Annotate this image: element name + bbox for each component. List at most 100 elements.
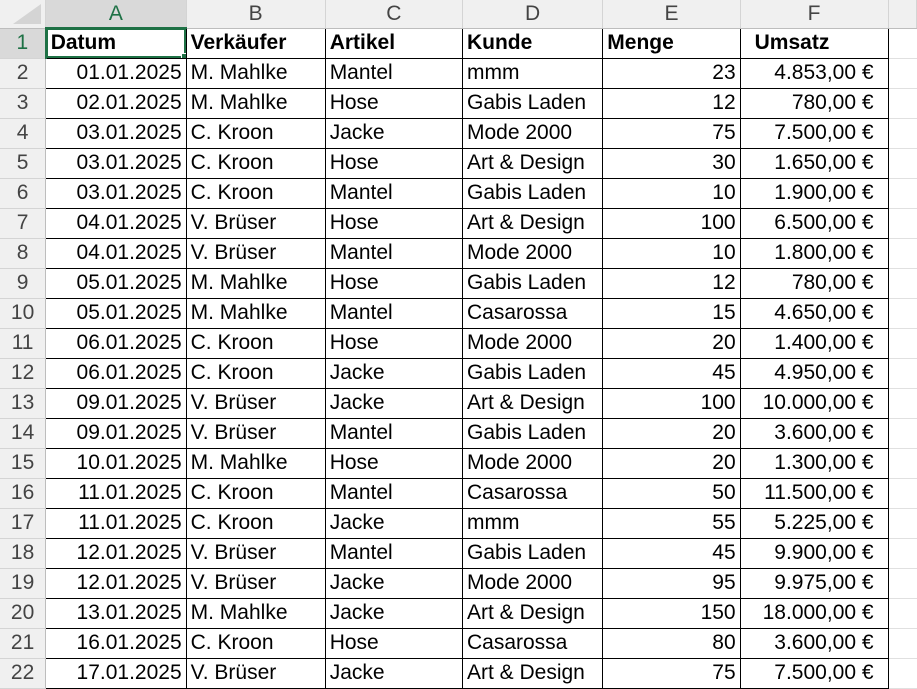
cell-f2[interactable]: 4.853,00 € <box>739 57 889 89</box>
cell-g12[interactable] <box>887 358 917 389</box>
cell-e5[interactable]: 30 <box>602 147 741 179</box>
cell-c12[interactable]: Jacke <box>324 357 463 389</box>
cell-b14[interactable]: V. Brüser <box>185 417 326 449</box>
row-header[interactable]: 4 <box>0 118 47 149</box>
cell-a5[interactable]: 03.01.2025 <box>45 147 187 179</box>
cell-a4[interactable]: 03.01.2025 <box>45 117 187 149</box>
cell-a11[interactable]: 06.01.2025 <box>45 327 187 359</box>
cell-g18[interactable] <box>887 538 917 569</box>
column-header-f[interactable]: F <box>740 0 889 29</box>
row-header[interactable]: 5 <box>0 148 47 179</box>
row-header[interactable]: 16 <box>0 478 47 509</box>
cell-f10[interactable]: 4.650,00 € <box>739 297 889 329</box>
cell-g14[interactable] <box>887 418 917 449</box>
cell-f22[interactable]: 7.500,00 € <box>739 657 889 689</box>
row-header[interactable]: 1 <box>0 28 47 59</box>
cell-f5[interactable]: 1.650,00 € <box>739 147 889 179</box>
cell-a7[interactable]: 04.01.2025 <box>45 207 187 239</box>
cell-g4[interactable] <box>887 118 917 149</box>
cell-g13[interactable] <box>887 388 917 419</box>
cell-c4[interactable]: Jacke <box>324 117 463 149</box>
cell-d19[interactable]: Mode 2000 <box>461 567 604 599</box>
cell-g9[interactable] <box>887 268 917 299</box>
column-header-e[interactable]: E <box>602 0 741 29</box>
cell-f11[interactable]: 1.400,00 € <box>739 327 889 359</box>
cell-e20[interactable]: 150 <box>602 597 741 629</box>
cell-e8[interactable]: 10 <box>602 237 741 269</box>
cell-e6[interactable]: 10 <box>602 177 741 209</box>
cell-b20[interactable]: M. Mahlke <box>185 597 326 629</box>
cell-c5[interactable]: Hose <box>324 147 463 179</box>
cell-e14[interactable]: 20 <box>602 417 741 449</box>
cell-e9[interactable]: 12 <box>602 267 741 299</box>
row-header[interactable]: 9 <box>0 268 47 299</box>
cell-g3[interactable] <box>887 88 917 119</box>
column-header-a[interactable]: A <box>45 0 187 29</box>
cell-g19[interactable] <box>887 568 917 599</box>
cell-d7[interactable]: Art & Design <box>461 207 604 239</box>
cell-d9[interactable]: Gabis Laden <box>461 267 604 299</box>
cell-b12[interactable]: C. Kroon <box>185 357 326 389</box>
cell-e15[interactable]: 20 <box>602 447 741 479</box>
cell-b7[interactable]: V. Brüser <box>185 207 326 239</box>
cell-d10[interactable]: Casarossa <box>461 297 604 329</box>
cell-b19[interactable]: V. Brüser <box>185 567 326 599</box>
cell-b4[interactable]: C. Kroon <box>185 117 326 149</box>
cell-e1[interactable]: Menge <box>602 27 741 59</box>
cell-f6[interactable]: 1.900,00 € <box>739 177 889 209</box>
cell-c6[interactable]: Mantel <box>324 177 463 209</box>
row-header[interactable]: 15 <box>0 448 47 479</box>
cell-a19[interactable]: 12.01.2025 <box>45 567 187 599</box>
cell-a8[interactable]: 04.01.2025 <box>45 237 187 269</box>
cell-b21[interactable]: C. Kroon <box>185 627 326 659</box>
cell-g17[interactable] <box>887 508 917 539</box>
cell-a3[interactable]: 02.01.2025 <box>45 87 187 119</box>
cell-a20[interactable]: 13.01.2025 <box>45 597 187 629</box>
row-header[interactable]: 3 <box>0 88 47 119</box>
cell-d5[interactable]: Art & Design <box>461 147 604 179</box>
cell-a18[interactable]: 12.01.2025 <box>45 537 187 569</box>
cell-f20[interactable]: 18.000,00 € <box>739 597 889 629</box>
cell-e4[interactable]: 75 <box>602 117 741 149</box>
cell-f12[interactable]: 4.950,00 € <box>739 357 889 389</box>
cell-c7[interactable]: Hose <box>324 207 463 239</box>
cell-g2[interactable] <box>887 58 917 89</box>
column-header-g[interactable] <box>888 0 917 29</box>
cell-g16[interactable] <box>887 478 917 509</box>
row-header[interactable]: 20 <box>0 598 47 629</box>
row-header[interactable]: 2 <box>0 58 47 89</box>
cell-c15[interactable]: Hose <box>324 447 463 479</box>
row-header[interactable]: 19 <box>0 568 47 599</box>
cell-g6[interactable] <box>887 178 917 209</box>
cell-a13[interactable]: 09.01.2025 <box>45 387 187 419</box>
cell-g20[interactable] <box>887 598 917 629</box>
column-header-b[interactable]: B <box>186 0 326 29</box>
cell-c16[interactable]: Mantel <box>324 477 463 509</box>
row-header[interactable]: 18 <box>0 538 47 569</box>
cell-b11[interactable]: C. Kroon <box>185 327 326 359</box>
cell-d1[interactable]: Kunde <box>461 27 604 59</box>
cell-d8[interactable]: Mode 2000 <box>461 237 604 269</box>
cell-a21[interactable]: 16.01.2025 <box>45 627 187 659</box>
cell-a14[interactable]: 09.01.2025 <box>45 417 187 449</box>
cell-e18[interactable]: 45 <box>602 537 741 569</box>
cell-c3[interactable]: Hose <box>324 87 463 119</box>
select-all-button[interactable] <box>0 0 47 29</box>
cell-d6[interactable]: Gabis Laden <box>461 177 604 209</box>
cell-a9[interactable]: 05.01.2025 <box>45 267 187 299</box>
cell-e11[interactable]: 20 <box>602 327 741 359</box>
cell-g15[interactable] <box>887 448 917 479</box>
cell-f16[interactable]: 11.500,00 € <box>739 477 889 509</box>
row-header[interactable]: 17 <box>0 508 47 539</box>
cell-f4[interactable]: 7.500,00 € <box>739 117 889 149</box>
cell-a22[interactable]: 17.01.2025 <box>45 657 187 689</box>
cell-d3[interactable]: Gabis Laden <box>461 87 604 119</box>
cell-e16[interactable]: 50 <box>602 477 741 509</box>
cell-a12[interactable]: 06.01.2025 <box>45 357 187 389</box>
cell-e22[interactable]: 75 <box>602 657 741 689</box>
cell-c17[interactable]: Jacke <box>324 507 463 539</box>
row-header[interactable]: 22 <box>0 658 47 689</box>
cell-b17[interactable]: C. Kroon <box>185 507 326 539</box>
cell-a10[interactable]: 05.01.2025 <box>45 297 187 329</box>
cell-f14[interactable]: 3.600,00 € <box>739 417 889 449</box>
